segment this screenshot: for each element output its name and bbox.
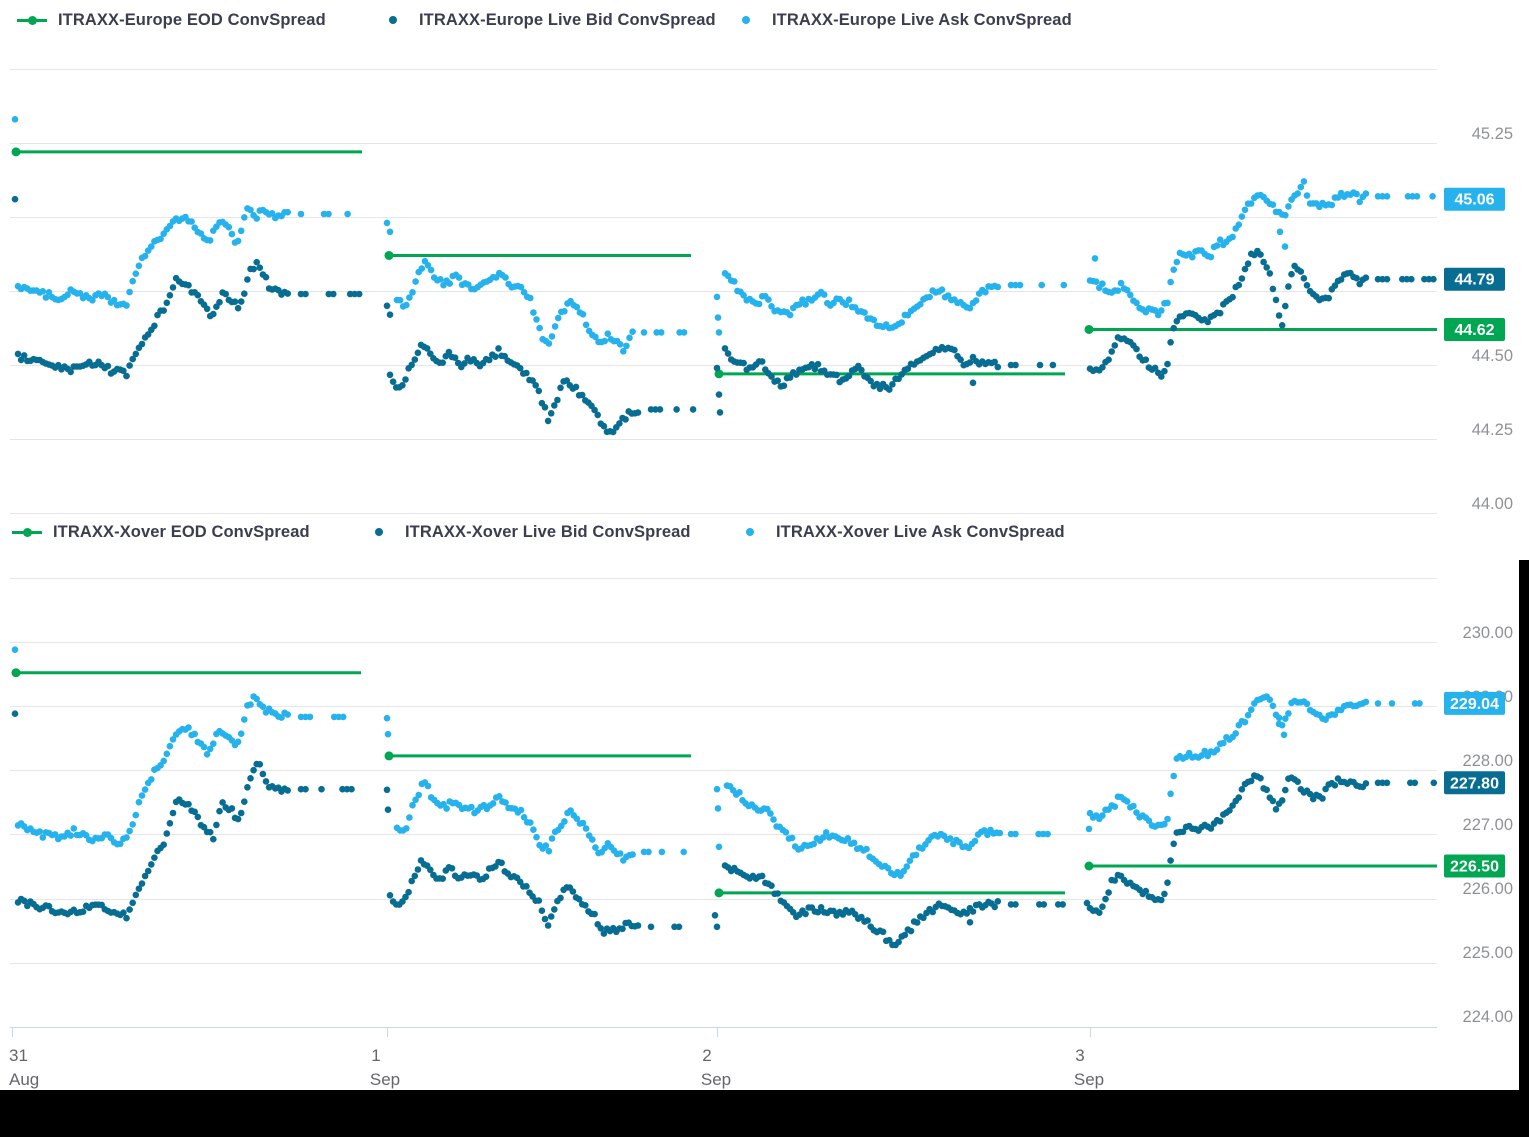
xover-y-axis-label: 227.00 [1463,816,1513,834]
svg-text:227.80: 227.80 [1450,775,1499,792]
svg-text:44.62: 44.62 [1454,322,1494,339]
xover-y-axis-label: 230.00 [1463,624,1513,642]
europe-y-axis-label: 45.25 [1472,125,1513,143]
xover-eod-series [11,668,1437,898]
xover-y-axis-label: 226.00 [1463,880,1513,898]
legend-item-europe-ask[interactable]: ITRAXX-Europe Live Ask ConvSpread [731,7,1072,33]
legend-label: ITRAXX-Xover Live Ask ConvSpread [776,522,1065,541]
legend-item-xover-ask[interactable]: ITRAXX-Xover Live Ask ConvSpread [735,519,1065,545]
legend-label: ITRAXX-Europe Live Ask ConvSpread [772,10,1072,29]
legend-europe: ITRAXX-Europe EOD ConvSpread ITRAXX-Euro… [0,7,1529,33]
legend-item-xover-eod[interactable]: ITRAXX-Xover EOD ConvSpread [12,519,310,545]
europe-chart-area[interactable]: 45.25 44.50 44.25 44.00 45.06 44.79 44.62 [10,69,1513,514]
xover-y-axis-label: 228.00 [1463,752,1513,770]
legend-item-europe-bid[interactable]: ITRAXX-Europe Live Bid ConvSpread [378,7,716,33]
legend-xover: ITRAXX-Xover EOD ConvSpread ITRAXX-Xover… [0,519,1529,545]
europe-last-value-badge: 45.06 [1444,187,1505,211]
x-axis-month-label: Sep [370,1070,400,1089]
legend-label: ITRAXX-Xover Live Bid ConvSpread [405,522,691,541]
legend-label: ITRAXX-Xover EOD ConvSpread [53,522,310,541]
legend-item-xover-bid[interactable]: ITRAXX-Xover Live Bid ConvSpread [364,519,691,545]
legend-item-europe-eod[interactable]: ITRAXX-Europe EOD ConvSpread [17,7,326,33]
x-axis-day-label: 3 [1075,1046,1084,1065]
xover-last-value-badge: 226.50 [1444,854,1505,878]
svg-text:44.79: 44.79 [1454,272,1494,289]
letterbox-bottom [0,1090,1529,1137]
dot-marker-icon [735,527,765,537]
xover-chart-area[interactable]: 230.00229.00228.00227.00226.00225.00224.… [10,578,1513,1027]
europe-y-axis-label: 44.00 [1472,495,1513,513]
europe-y-axis-label: 44.25 [1472,421,1513,439]
xover-bid-series [11,710,1438,949]
x-axis-month-label: Sep [1074,1070,1104,1089]
eod-line-dot-marker-icon [12,527,42,537]
xover-y-axis-label: 224.00 [1463,1008,1513,1026]
legend-label: ITRAXX-Europe Live Bid ConvSpread [419,10,716,29]
europe-last-value-badge: 44.62 [1444,318,1505,341]
xover-last-value-badge: 227.80 [1444,771,1505,795]
svg-text:45.06: 45.06 [1454,192,1494,209]
dot-marker-icon [364,527,394,537]
x-axis-month-label: Aug [9,1070,39,1089]
svg-text:229.04: 229.04 [1450,696,1499,713]
dot-marker-icon [378,15,408,25]
xover-last-value-badge: 229.04 [1444,691,1505,715]
x-axis-day-label: 2 [702,1046,711,1065]
eod-line-dot-marker-icon [17,15,47,25]
europe-eod-series [11,147,1437,379]
svg-text:226.50: 226.50 [1450,859,1499,876]
europe-ask-series [11,116,1436,355]
xover-ask-series [11,646,1423,879]
x-axis-month-label: Sep [701,1070,731,1089]
europe-bid-series [11,195,1437,436]
dot-marker-icon [731,15,761,25]
europe-last-value-badge: 44.79 [1444,267,1505,291]
xover-y-axis-label: 225.00 [1463,944,1513,962]
legend-label: ITRAXX-Europe EOD ConvSpread [58,10,326,29]
x-axis-day-label: 1 [371,1046,380,1065]
x-axis-day-label: 31 [9,1046,28,1065]
letterbox-right [1519,560,1529,1137]
europe-y-axis-label: 44.50 [1472,347,1513,365]
